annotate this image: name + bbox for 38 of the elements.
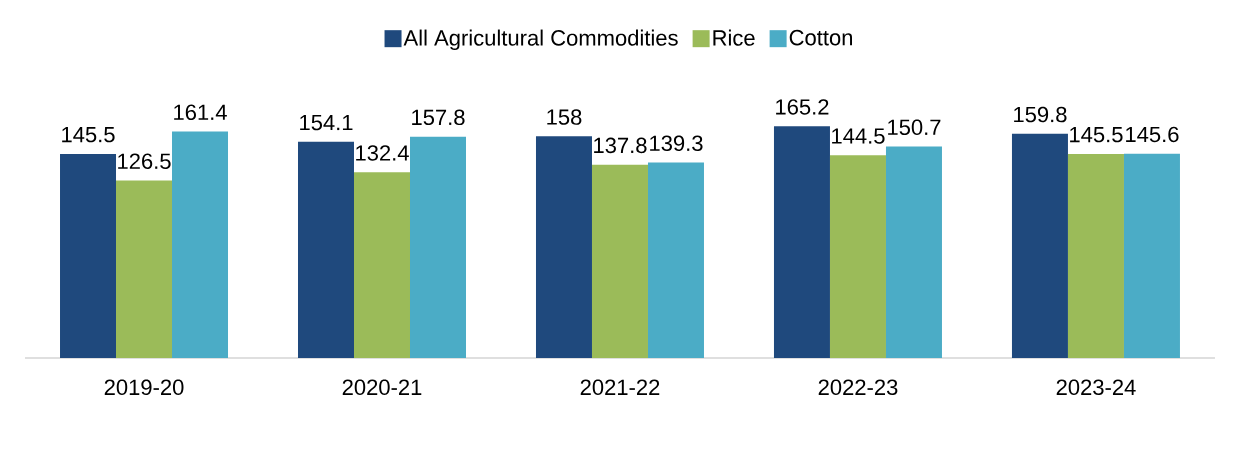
data-label: 144.5 — [832, 128, 885, 144]
x-tick-label: 2021-22 — [580, 379, 660, 396]
x-tick-label: 2022-23 — [818, 379, 898, 396]
bar — [60, 153, 117, 358]
bar — [116, 180, 173, 358]
data-label: 154.1 — [300, 114, 353, 131]
data-label: 158 — [547, 109, 582, 125]
bar — [829, 155, 886, 358]
bar — [535, 136, 592, 358]
bar — [647, 162, 704, 358]
bar — [885, 146, 942, 358]
data-label: 165.2 — [776, 99, 829, 115]
bar — [298, 141, 354, 358]
data-label: 145.5 — [62, 127, 115, 143]
x-tick-label: 2023-24 — [1056, 379, 1136, 396]
bar — [1011, 133, 1068, 358]
data-label: 139.3 — [650, 135, 703, 152]
data-label: 126.5 — [118, 153, 171, 170]
legend-label: Cotton — [789, 29, 852, 46]
data-label: 161.4 — [174, 104, 227, 121]
data-label: 157.8 — [412, 109, 465, 126]
x-tick-label: 2020-21 — [342, 379, 422, 396]
data-label: 159.8 — [1014, 106, 1067, 123]
bar — [591, 164, 648, 358]
bar — [410, 136, 466, 358]
data-label: 132.4 — [356, 145, 409, 161]
bar — [172, 131, 229, 358]
legend-label: Rice — [713, 29, 755, 46]
data-label: 150.7 — [888, 119, 941, 136]
bar — [1123, 153, 1180, 358]
bar — [773, 126, 830, 358]
data-label: 145.6 — [1126, 126, 1179, 143]
bar — [354, 172, 410, 358]
data-label: 137.8 — [594, 137, 647, 154]
bar — [1067, 153, 1124, 358]
legend-label: All Agricultural Commodities — [403, 29, 678, 51]
x-tick-label: 2019-20 — [104, 379, 184, 396]
data-label: 145.5 — [1070, 127, 1123, 143]
